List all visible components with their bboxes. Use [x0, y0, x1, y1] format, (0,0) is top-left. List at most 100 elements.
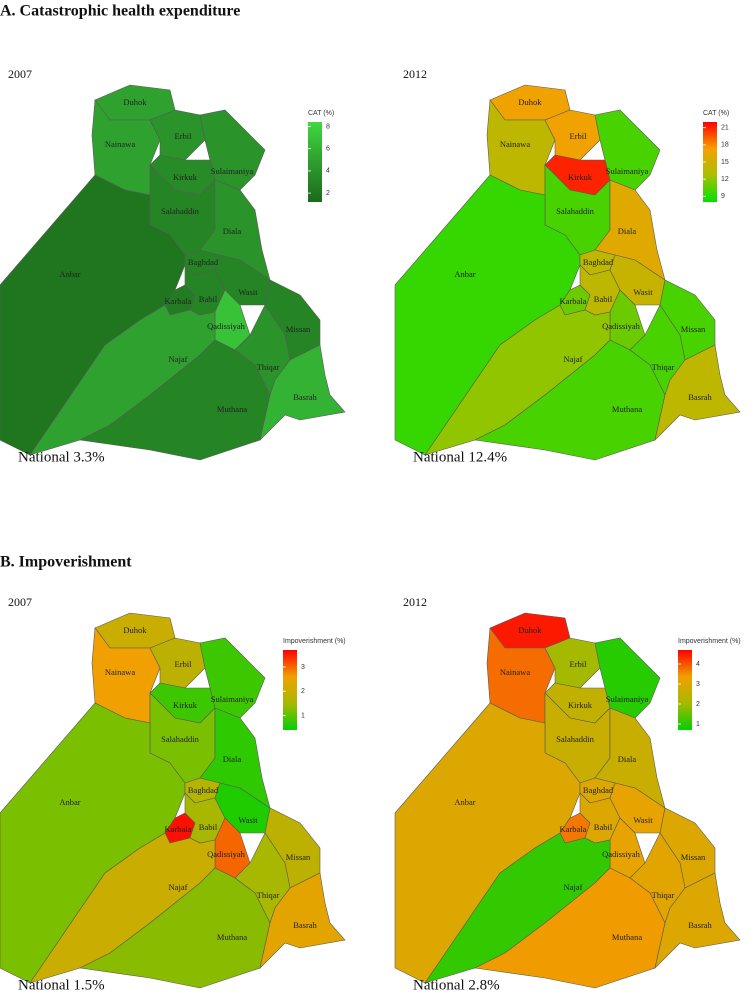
governorate — [609, 782, 666, 834]
region-label: Duhok — [518, 625, 542, 635]
region-label: Babil — [594, 822, 613, 832]
national-value: National 3.3% — [18, 449, 105, 465]
region-label: Missan — [286, 852, 311, 862]
legend-tick-label: 12 — [721, 176, 729, 183]
legend-colorbar — [678, 650, 692, 730]
region-label: Nainawa — [500, 667, 530, 677]
region-label: Baghdad — [188, 257, 219, 267]
region-label: Najaf — [169, 354, 188, 364]
governorate — [654, 344, 741, 441]
governorate — [214, 782, 271, 834]
region-label: Diala — [618, 226, 637, 236]
region-label: Thiqar — [652, 890, 675, 900]
governorate — [259, 872, 346, 969]
region-label: Thiqar — [257, 362, 280, 372]
region-label: Salahaddin — [556, 206, 595, 216]
year-label: 2012 — [403, 595, 427, 609]
section-title: A. Catastrophic health expenditure — [0, 3, 240, 20]
legend-tick-label: 4 — [696, 661, 700, 668]
region-label: Diala — [618, 754, 637, 764]
map-panel: 2012 Duhok Nainawa Erbil Sulaimaniya Kirkuk Sa… — [394, 595, 741, 993]
legend-tick-label: 2 — [326, 190, 330, 197]
region-label: Qadissiyah — [602, 321, 641, 331]
region-label: Anbar — [454, 797, 475, 807]
region-label: Qadissiyah — [207, 321, 246, 331]
region-label: Duhok — [123, 625, 147, 635]
region-label: Basrah — [688, 920, 712, 930]
region-label: Missan — [681, 324, 706, 334]
region-label: Salahaddin — [161, 734, 200, 744]
region-label: Babil — [199, 822, 218, 832]
map-panel: 2007 Duhok Nainawa Erbil Sulaimaniya Kirkuk Sa… — [0, 67, 346, 465]
region-label: Wasit — [238, 287, 258, 297]
region-label: Nainawa — [105, 667, 135, 677]
region-label: Qadissiyah — [207, 849, 246, 859]
region-label: Muthana — [217, 404, 247, 414]
national-value: National 2.8% — [413, 977, 500, 993]
region-label: Salahaddin — [161, 206, 200, 216]
governorate — [214, 254, 271, 306]
year-label: 2007 — [8, 595, 32, 609]
region-label: Baghdad — [583, 785, 614, 795]
region-label: Missan — [681, 852, 706, 862]
region-label: Sulaimaniya — [211, 694, 254, 704]
region-label: Diala — [223, 226, 242, 236]
region-label: Muthana — [612, 404, 642, 414]
governorate — [609, 254, 666, 306]
region-label: Muthana — [612, 932, 642, 942]
national-value: National 12.4% — [413, 449, 507, 465]
governorate — [544, 109, 601, 161]
map-panel: 2007 Duhok Nainawa Erbil Sulaimaniya Kirkuk Sa… — [0, 595, 346, 993]
region-label: Najaf — [169, 882, 188, 892]
legend-tick-label: 2 — [301, 688, 305, 695]
region-label: Missan — [286, 324, 311, 334]
year-label: 2007 — [8, 67, 32, 81]
region-label: Salahaddin — [556, 734, 595, 744]
section-title: B. Impoverishment — [0, 554, 132, 571]
legend-colorbar — [703, 122, 717, 202]
region-label: Qadissiyah — [602, 849, 641, 859]
region-label: Baghdad — [583, 257, 614, 267]
region-label: Erbil — [175, 131, 193, 141]
region-label: Sulaimaniya — [606, 694, 649, 704]
region-label: Sulaimaniya — [211, 166, 254, 176]
legend-title: CAT (%) — [308, 110, 334, 117]
legend-tick-label: 21 — [721, 125, 729, 132]
region-label: Kirkuk — [568, 172, 593, 182]
national-value: National 1.5% — [18, 977, 105, 993]
legend-tick-label: 4 — [326, 168, 330, 175]
map-panel: 2012 Duhok Nainawa Erbil Sulaimaniya Kirkuk Sa… — [394, 67, 741, 465]
governorate — [474, 339, 666, 461]
region-label: Erbil — [570, 659, 588, 669]
governorate — [474, 867, 666, 989]
legend-tick-label: 15 — [721, 159, 729, 166]
region-label: Anbar — [59, 269, 80, 279]
region-label: Erbil — [175, 659, 193, 669]
region-label: Kirkuk — [173, 172, 198, 182]
region-label: Wasit — [633, 815, 653, 825]
legend-tick-label: 3 — [301, 664, 305, 671]
region-label: Erbil — [570, 131, 588, 141]
region-label: Basrah — [688, 392, 712, 402]
legend-title: CAT (%) — [703, 110, 729, 117]
region-label: Sulaimaniya — [606, 166, 649, 176]
governorate — [259, 344, 346, 441]
region-label: Basrah — [293, 392, 317, 402]
region-label: Wasit — [633, 287, 653, 297]
region-label: Anbar — [59, 797, 80, 807]
region-label: Muthana — [217, 932, 247, 942]
region-label: Thiqar — [652, 362, 675, 372]
region-label: Babil — [199, 294, 218, 304]
region-label: Basrah — [293, 920, 317, 930]
region-label: Najaf — [564, 354, 583, 364]
region-label: Thiqar — [257, 890, 280, 900]
region-label: Karbala — [165, 296, 192, 306]
legend-tick-label: 1 — [301, 712, 305, 719]
region-label: Anbar — [454, 269, 475, 279]
region-label: Karbala — [560, 824, 587, 834]
region-label: Kirkuk — [568, 700, 593, 710]
year-label: 2012 — [403, 67, 427, 81]
legend-tick-label: 9 — [721, 193, 725, 200]
legend-tick-label: 6 — [326, 146, 330, 153]
